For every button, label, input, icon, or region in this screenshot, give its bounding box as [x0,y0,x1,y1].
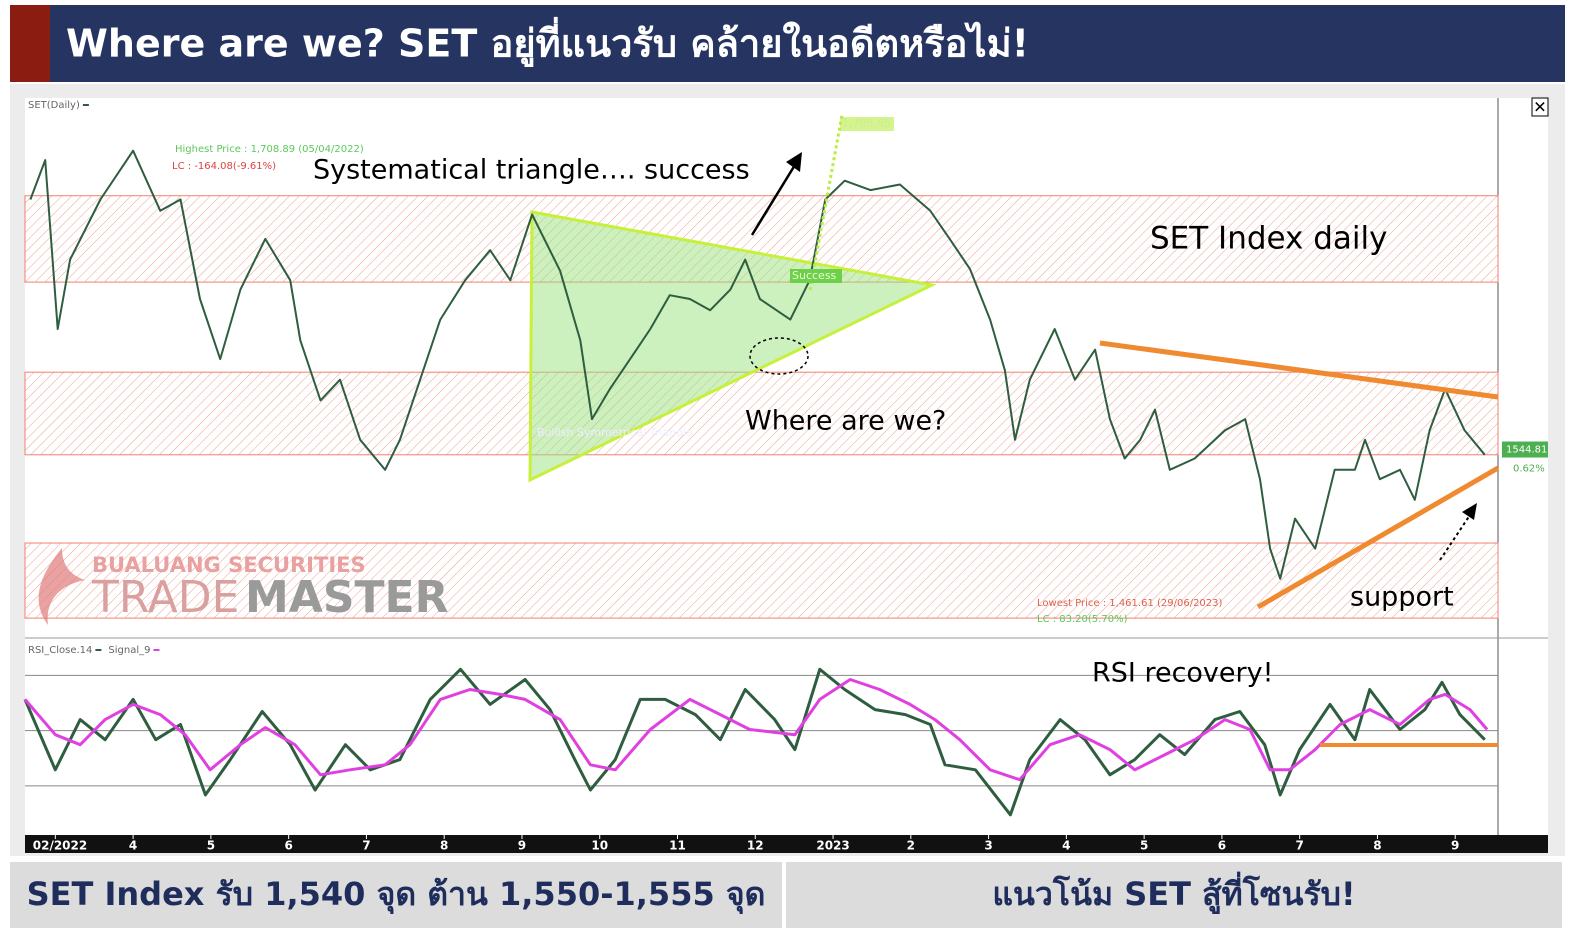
x-tick-label: 02/2022 [33,839,87,853]
x-tick-label: 2 [907,839,915,853]
texts: SET(Daily) 1544.81 0.62% 02/2022 4 5 6 7 8 9 10 11 1… [28,100,1547,853]
annotation-triangle: Systematical triangle…. success [313,155,750,186]
last-price-tag [1502,441,1548,458]
logo [38,548,85,625]
marks [23,149,1548,817]
zone [24,542,1499,619]
footer-left-box [10,862,782,928]
legend-entry: RSI_Close.14 [28,645,92,656]
target-box [840,117,894,131]
x-axis-bar [25,835,1548,853]
success-box [790,269,842,283]
footer-right: แนวโน้ม SET สู้ที่โซนรับ! [992,871,1355,915]
x-tick-label: 11 [669,839,686,853]
x-tick-label: 8 [1373,839,1381,853]
x-tick-label: 4 [1062,839,1070,853]
x-tick-label: 9 [1451,839,1459,853]
annotation-index: SET Index daily [1150,221,1388,257]
annotation-brand: BUALUANG SECURITIES [92,553,366,577]
annotation: RSI recovery! [1092,658,1273,689]
annotation-support: support [1350,582,1454,613]
header-title: Where are we? SET อยู่ที่แนวรับ คล้ายในอ… [66,17,1029,68]
series-line [29,149,1486,580]
x-tick-label: 10 [591,839,608,853]
x-tick-label: 5 [207,839,215,853]
series-line [23,678,1489,782]
x-tick-label: 6 [284,839,292,853]
legend-entry: Signal_9 [108,645,150,656]
header-accent [10,5,50,82]
x-tick-label: 8 [440,839,448,853]
arrow [750,159,800,236]
x-tick-label: 12 [747,839,764,853]
x-tick-label: 9 [518,839,526,853]
close-x[interactable]: ✕ [1533,98,1546,117]
annotation-trade: TRADE [91,572,239,623]
x-tick-label: 2023 [816,839,849,853]
footer-right-box [786,862,1562,928]
annotation-gain: LC : 83.20(5.70%) [1037,614,1128,625]
annotation-pattern: Bullish Symmetrical Triangle [537,426,693,439]
support-trend [1256,465,1500,610]
close-icon[interactable] [1531,97,1549,117]
support-arrow-head [1462,503,1477,520]
annotation-success: Success [792,269,837,282]
legend-entry: SET(Daily) [28,100,80,111]
zone [24,371,1499,456]
annotation-loss: LC : -164.08(-9.61%) [172,161,276,172]
x-tick-label: 7 [1296,839,1304,853]
last-price-label: 1544.81 [1506,445,1547,456]
drawings [38,114,1500,747]
header-bar [10,5,1565,82]
annotation-where: Where are we? [745,406,946,437]
annotation-target: 1,788.65 [842,117,891,130]
x-tick-label: 3 [984,839,992,853]
x-tick-label: 4 [129,839,137,853]
zones [24,195,1499,839]
footer-left: SET Index รับ 1,540 จุด ต้าน 1,550-1,555… [27,875,766,915]
x-tick-label: 6 [1218,839,1226,853]
x-tick-label: 7 [362,839,370,853]
resistance-trend [1099,340,1499,400]
highlight-circle [749,337,809,375]
x-tick-label: 5 [1140,839,1148,853]
change-label: 0.62% [1513,464,1545,475]
arrow-head [786,152,802,172]
annotation-master: MASTER [245,572,448,623]
annotation-highest: Highest Price : 1,708.89 (05/04/2022) [175,144,364,155]
annotation-lowest: Lowest Price : 1,461.61 (29/06/2023) [1037,598,1223,609]
